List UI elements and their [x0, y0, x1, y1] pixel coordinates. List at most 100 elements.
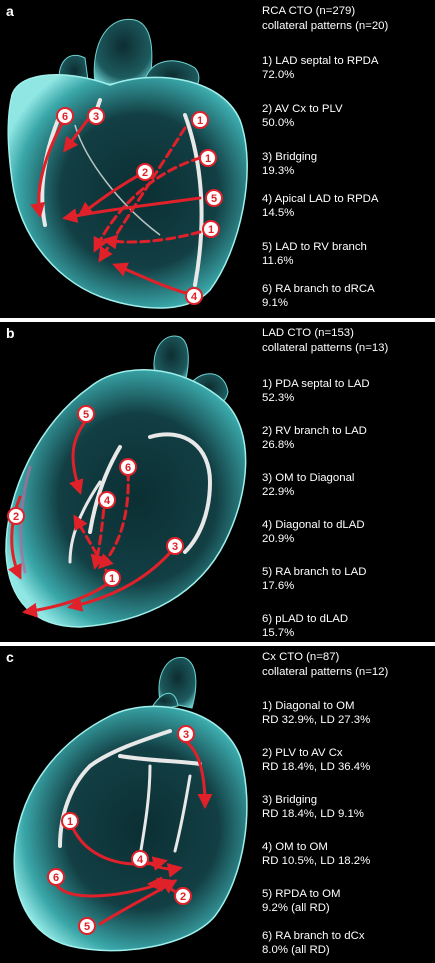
arrow-pLAD-dLAD [97, 470, 130, 570]
panel-title: RCA CTO (n=279) [262, 5, 356, 17]
marker: 2 [174, 887, 192, 905]
rv-branch-vessel [74, 124, 161, 236]
panel-label: c [6, 649, 14, 665]
marker: 2 [136, 163, 154, 181]
marker: 3 [87, 107, 105, 125]
pattern-item: 5) RA branch to LAD 17.6% [262, 565, 432, 593]
pattern-item: 5) LAD to RV branch 11.6% [262, 240, 432, 268]
pattern-item: 2) RV branch to LAD 26.8% [262, 424, 432, 452]
collateral-arrows-b [8, 420, 177, 618]
svg-text:3: 3 [93, 111, 99, 123]
svg-text:3: 3 [183, 729, 189, 741]
pattern-value: 26.8% [262, 439, 295, 451]
marker: 5 [77, 405, 95, 423]
marker: 2 [7, 507, 25, 525]
pattern-value: 52.3% [262, 392, 295, 404]
arrow-pda-septal-b [22, 580, 112, 618]
pattern-value: RD 10.5%, LD 18.2% [262, 855, 371, 867]
pattern-item: 4) Diagonal to dLAD 20.9% [262, 518, 432, 546]
pattern-name: 4) Apical LAD to RPDA [262, 193, 379, 205]
marker: 5 [205, 189, 223, 207]
arrow-om-diagonal [67, 545, 177, 612]
pattern-name: 1) LAD septal to RPDA [262, 55, 379, 67]
marker: 5 [78, 917, 96, 935]
pattern-value: 72.0% [262, 69, 295, 81]
markers-b: 5 6 4 2 3 1 [7, 405, 184, 587]
marker: 4 [185, 287, 203, 305]
pattern-value: 17.6% [262, 580, 295, 592]
svg-text:4: 4 [137, 854, 144, 866]
pattern-item: 4) Apical LAD to RPDA 14.5% [262, 192, 432, 220]
pattern-name: 3) Bridging [262, 794, 318, 806]
pattern-value: 8.0% (all RD) [262, 944, 330, 956]
pattern-name: 6) RA branch to dRCA [262, 283, 375, 295]
pattern-name: 2) RV branch to LAD [262, 425, 367, 437]
svg-text:6: 6 [125, 462, 131, 474]
pattern-name: 4) Diagonal to dLAD [262, 519, 365, 531]
pattern-item: 3) Bridging 19.3% [262, 150, 432, 178]
pattern-value: 15.7% [262, 627, 295, 639]
pattern-value: 22.9% [262, 486, 295, 498]
svg-text:2: 2 [180, 891, 186, 903]
svg-text:6: 6 [62, 111, 68, 123]
panel-title: Cx CTO (n=87) [262, 651, 340, 663]
panel-label: a [6, 3, 14, 19]
svg-text:3: 3 [172, 541, 178, 553]
pattern-item: 6) RA branch to dCx 8.0% (all RD) [262, 929, 432, 957]
pattern-value: 19.3% [262, 165, 295, 177]
arrow-apical-lad-rpda [112, 262, 195, 297]
marker: 1 [191, 111, 209, 129]
svg-text:1: 1 [109, 573, 115, 585]
marker: 1 [202, 220, 220, 238]
marker: 6 [47, 868, 65, 886]
pattern-item: 1) PDA septal to LAD 52.3% [262, 377, 432, 405]
heart-illustration-c: 3 1 4 6 2 5 [13, 656, 248, 952]
cx-vessel [148, 432, 213, 554]
pattern-item: 6) RA branch to dRCA 9.1% [262, 282, 432, 310]
panel-subtitle: collateral patterns (n=20) [262, 20, 389, 32]
pattern-item: 3) OM to Diagonal 22.9% [262, 471, 432, 499]
arrow-rv-branch-lad [8, 495, 22, 580]
pattern-name: 3) Bridging [262, 151, 318, 163]
pattern-value: 14.5% [262, 207, 295, 219]
pattern-item: 3) Bridging RD 18.4%, LD 9.1% [262, 793, 432, 821]
panel-b: 5 6 4 2 3 1 b LAD CTO (n=153) collateral… [0, 322, 435, 642]
pattern-value: RD 18.4%, LD 9.1% [262, 808, 364, 820]
panel-label: b [6, 325, 15, 341]
pattern-value: 9.1% [262, 297, 288, 309]
heart-body [7, 74, 248, 309]
pattern-name: 4) OM to OM [262, 841, 328, 853]
markers-c: 3 1 4 6 2 5 [47, 725, 195, 935]
pattern-name: 1) Diagonal to OM [262, 700, 355, 712]
panel-c: 3 1 4 6 2 5 c Cx CTO (n=87) collateral p… [0, 646, 435, 963]
svg-text:1: 1 [67, 816, 73, 828]
svg-text:4: 4 [191, 291, 198, 303]
svg-text:5: 5 [84, 921, 90, 933]
panel-subtitle: collateral patterns (n=12) [262, 666, 389, 678]
pattern-item: 6) pLAD to dLAD 15.7% [262, 612, 432, 640]
om-vessel [138, 764, 152, 858]
svg-text:1: 1 [197, 115, 203, 127]
pattern-item: 1) LAD septal to RPDA 72.0% [262, 54, 432, 82]
svg-text:1: 1 [205, 153, 211, 165]
panel-title: LAD CTO (n=153) [262, 327, 354, 339]
pattern-value: 9.2% (all RD) [262, 902, 330, 914]
arrow-lad-rv-branch [62, 196, 202, 224]
marker: 1 [103, 569, 121, 587]
pattern-name: 5) RPDA to OM [262, 888, 341, 900]
pattern-name: 6) RA branch to dCx [262, 930, 365, 942]
svg-text:4: 4 [104, 495, 111, 507]
marker: 3 [166, 537, 184, 555]
marker: 1 [61, 812, 79, 830]
marker: 1 [199, 149, 217, 167]
pattern-item: 2) AV Cx to PLV 50.0% [262, 102, 432, 130]
panel-a: 6 3 1 2 1 5 1 4 a RCA CTO (n=279) collat… [0, 0, 435, 318]
svg-text:5: 5 [83, 409, 89, 421]
pattern-item: 5) RPDA to OM 9.2% (all RD) [262, 887, 432, 915]
arrow-av-cx-plv [93, 156, 202, 253]
lad-vessel [88, 445, 122, 534]
pattern-value: 20.9% [262, 533, 295, 545]
pattern-name: 3) OM to Diagonal [262, 472, 355, 484]
arrow-rpda-om [98, 879, 178, 926]
aorta-shape [93, 18, 153, 86]
